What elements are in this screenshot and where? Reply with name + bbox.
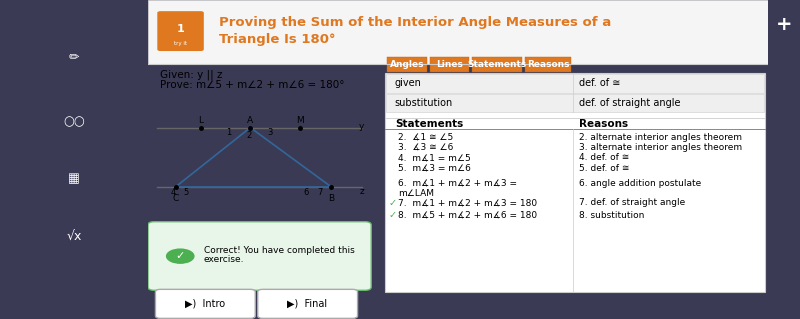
Text: Statements: Statements <box>394 119 463 129</box>
FancyBboxPatch shape <box>386 73 765 292</box>
Text: try it: try it <box>174 41 187 46</box>
FancyBboxPatch shape <box>148 0 768 64</box>
Text: ▶)  Intro: ▶) Intro <box>185 299 225 309</box>
Text: 2. alternate interior angles theorem: 2. alternate interior angles theorem <box>579 133 742 142</box>
Text: M: M <box>296 116 304 125</box>
Text: L: L <box>198 116 203 125</box>
Text: ○○: ○○ <box>63 115 85 128</box>
Text: ✓: ✓ <box>389 197 397 208</box>
Text: Angles: Angles <box>390 60 424 69</box>
Text: def. of ≅: def. of ≅ <box>579 78 620 88</box>
Text: 6. angle addition postulate: 6. angle addition postulate <box>579 179 701 188</box>
Text: 7.  m∡1 + m∡2 + m∡3 = 180: 7. m∡1 + m∡2 + m∡3 = 180 <box>398 198 537 207</box>
Text: 6.  m∡1 + m∡2 + m∡3 =: 6. m∡1 + m∡2 + m∡3 = <box>398 179 517 188</box>
Text: ✓: ✓ <box>389 210 397 220</box>
Text: m∠LAM: m∠LAM <box>398 189 434 198</box>
FancyBboxPatch shape <box>148 222 371 290</box>
Text: +: + <box>776 15 793 34</box>
Text: y: y <box>359 122 365 130</box>
Text: 6: 6 <box>303 188 309 197</box>
Text: 1: 1 <box>226 128 231 137</box>
Text: exercise.: exercise. <box>204 256 244 264</box>
Text: B: B <box>328 194 334 203</box>
Text: 3. alternate interior angles theorem: 3. alternate interior angles theorem <box>579 143 742 152</box>
Text: 5. def. of ≅: 5. def. of ≅ <box>579 164 630 173</box>
Text: Reasons: Reasons <box>579 119 628 129</box>
FancyBboxPatch shape <box>386 74 764 93</box>
Text: z: z <box>359 187 364 196</box>
Text: A: A <box>247 116 254 125</box>
FancyBboxPatch shape <box>155 289 255 318</box>
Text: Reasons: Reasons <box>527 60 570 69</box>
Text: ▦: ▦ <box>68 172 80 185</box>
Text: 3.  ∡3 ≅ ∠6: 3. ∡3 ≅ ∠6 <box>398 143 454 152</box>
Text: Prove: m∠5 + m∠2 + m∠6 = 180°: Prove: m∠5 + m∠2 + m∠6 = 180° <box>160 79 345 90</box>
Text: 2: 2 <box>246 131 252 140</box>
Text: 1: 1 <box>177 24 185 34</box>
Text: Correct! You have completed this: Correct! You have completed this <box>204 246 354 255</box>
Text: 8.  m∡5 + m∡2 + m∡6 = 180: 8. m∡5 + m∡2 + m∡6 = 180 <box>398 211 537 220</box>
Text: 7: 7 <box>318 188 323 197</box>
Text: C: C <box>173 194 179 203</box>
Text: Lines: Lines <box>436 60 462 69</box>
FancyBboxPatch shape <box>158 11 204 51</box>
Text: 4. def. of ≅: 4. def. of ≅ <box>579 153 629 162</box>
Text: substitution: substitution <box>394 98 453 108</box>
Text: 8. substitution: 8. substitution <box>579 211 644 220</box>
FancyBboxPatch shape <box>386 94 764 112</box>
Text: 2.  ∡1 ≅ ∠5: 2. ∡1 ≅ ∠5 <box>398 133 453 142</box>
Text: 4.  m∡1 = m∠5: 4. m∡1 = m∠5 <box>398 153 470 162</box>
Circle shape <box>166 249 194 263</box>
Text: ✓: ✓ <box>175 251 185 261</box>
Text: 5.  m∡3 = m∠6: 5. m∡3 = m∠6 <box>398 164 470 173</box>
Text: 7. def. of straight angle: 7. def. of straight angle <box>579 198 685 207</box>
FancyBboxPatch shape <box>430 57 469 72</box>
Text: √x: √x <box>66 230 82 242</box>
Text: Triangle Is 180°: Triangle Is 180° <box>219 33 336 46</box>
FancyBboxPatch shape <box>472 57 522 72</box>
Text: Statements: Statements <box>467 60 526 69</box>
FancyBboxPatch shape <box>525 57 571 72</box>
Text: def. of straight angle: def. of straight angle <box>579 98 681 108</box>
Text: Proving the Sum of the Interior Angle Measures of a: Proving the Sum of the Interior Angle Me… <box>219 16 611 29</box>
Text: given: given <box>394 78 422 88</box>
Text: 4: 4 <box>170 188 175 197</box>
Text: 3: 3 <box>267 128 272 137</box>
FancyBboxPatch shape <box>386 57 427 72</box>
Text: 5: 5 <box>184 188 189 197</box>
Text: ▶)  Final: ▶) Final <box>287 299 327 309</box>
Text: ✏: ✏ <box>69 51 79 64</box>
Text: Given: y || z: Given: y || z <box>160 70 223 80</box>
FancyBboxPatch shape <box>258 289 358 318</box>
